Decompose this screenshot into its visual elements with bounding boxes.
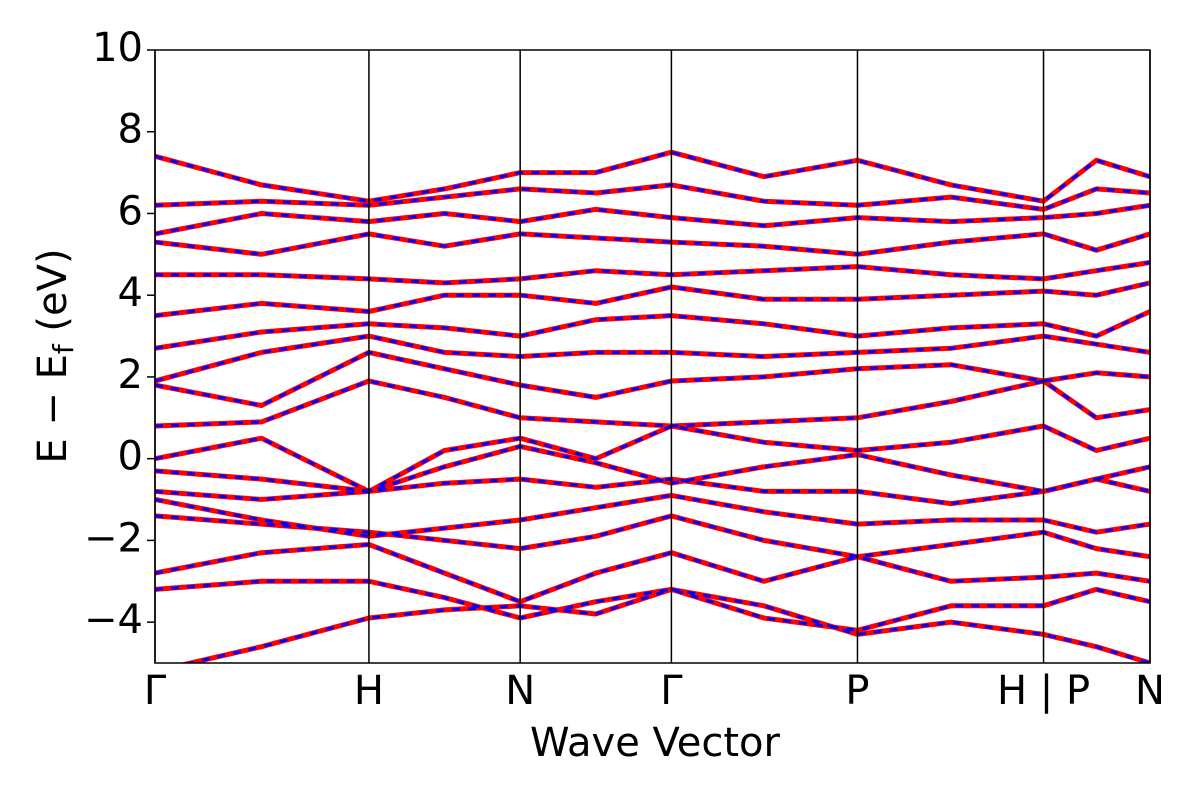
x-tick-label: H	[354, 668, 384, 714]
band-line	[155, 350, 1150, 407]
band-line	[155, 281, 1150, 318]
y-tick-label: −4	[84, 597, 143, 643]
band-line	[155, 203, 1150, 236]
plot-frame	[154, 49, 1151, 664]
x-tick-label: P	[845, 668, 869, 714]
band-line	[155, 578, 1150, 633]
band-line	[179, 586, 1150, 663]
band-line	[155, 378, 1150, 429]
y-tick-label: 6	[118, 188, 143, 234]
band-line	[155, 280, 1150, 319]
y-label-main: E − E	[30, 354, 76, 464]
x-axis-label: Wave Vector	[530, 720, 781, 766]
band-line	[155, 349, 1150, 408]
y-axis-label: E − Ef (eV)	[30, 248, 80, 463]
y-label-unit: (eV)	[30, 248, 76, 344]
band-line	[155, 261, 1150, 285]
x-tick-label: H | P	[997, 668, 1090, 714]
y-label-sub: f	[47, 343, 80, 354]
x-tick-label: Γ	[144, 668, 167, 714]
x-tick-label: Γ	[660, 668, 683, 714]
band-line	[155, 492, 1150, 539]
y-tick-label: −2	[84, 515, 143, 561]
y-tick-label: 2	[118, 352, 143, 398]
y-tick-label: 4	[118, 270, 143, 316]
band-line	[155, 182, 1150, 212]
x-tick-label: N	[505, 668, 535, 714]
x-tick-label: N	[1135, 668, 1165, 714]
y-tick-label: 0	[118, 434, 143, 480]
y-tick-label: 8	[118, 107, 143, 153]
bands	[155, 149, 1150, 663]
band-line	[155, 493, 1150, 538]
y-tick-label: 10	[92, 25, 143, 71]
